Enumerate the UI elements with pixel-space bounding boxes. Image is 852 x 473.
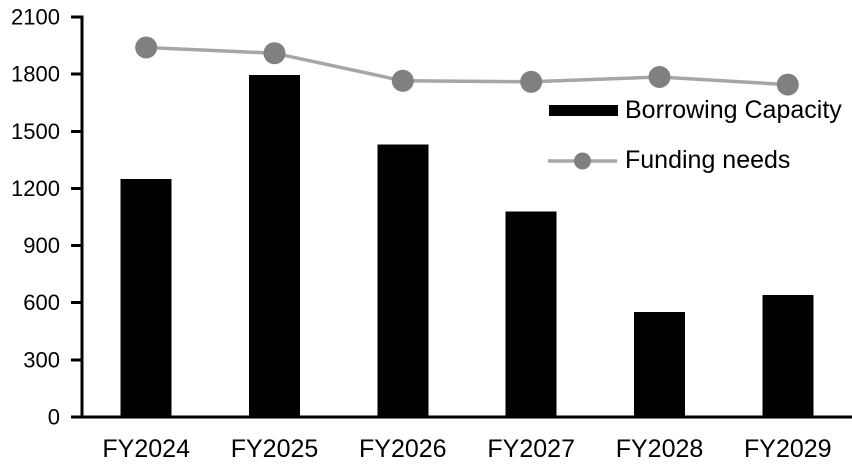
legend-label-funding-needs: Funding needs: [625, 146, 790, 174]
funding-needs-marker-fy2027: [520, 70, 543, 93]
funding-needs-line: [146, 45, 788, 87]
y-tick-label-1500: 1500: [11, 119, 60, 144]
funding-needs-marker-fy2024: [135, 36, 158, 59]
bar-fy2029: [762, 295, 814, 417]
legend-bar-swatch: [549, 105, 618, 116]
x-axis-label-fy2028: FY2028: [616, 435, 704, 463]
y-tick-label-900: 900: [23, 233, 60, 258]
legend-label-borrowing-capacity: Borrowing Capacity: [625, 96, 842, 124]
y-tick-label-600: 600: [23, 290, 60, 315]
bar-fy2027: [505, 211, 557, 417]
funding-needs-marker-fy2028: [648, 66, 671, 88]
y-tick-label-1200: 1200: [11, 176, 60, 201]
legend-line-marker: [574, 152, 591, 170]
y-tick-label-0: 0: [48, 405, 60, 430]
x-axis-label-fy2029: FY2029: [744, 435, 832, 463]
funding-needs-marker-fy2025: [263, 42, 286, 65]
y-tick-label-300: 300: [23, 347, 60, 372]
bar-fy2025: [249, 75, 300, 417]
x-axis-label-fy2024: FY2024: [102, 435, 190, 463]
bar-fy2026: [377, 144, 429, 417]
bar-fy2024: [120, 178, 172, 417]
bar-fy2028: [634, 312, 685, 417]
x-axis-label-fy2026: FY2026: [359, 435, 447, 463]
y-tick-label-2100: 2100: [11, 5, 60, 30]
y-tick-label-1800: 1800: [11, 62, 60, 87]
funding-needs-marker-fy2026: [391, 69, 414, 92]
funding-needs-marker-fy2029: [776, 73, 799, 96]
x-axis-label-fy2027: FY2027: [487, 435, 575, 463]
x-axis-label-fy2025: FY2025: [231, 435, 319, 463]
